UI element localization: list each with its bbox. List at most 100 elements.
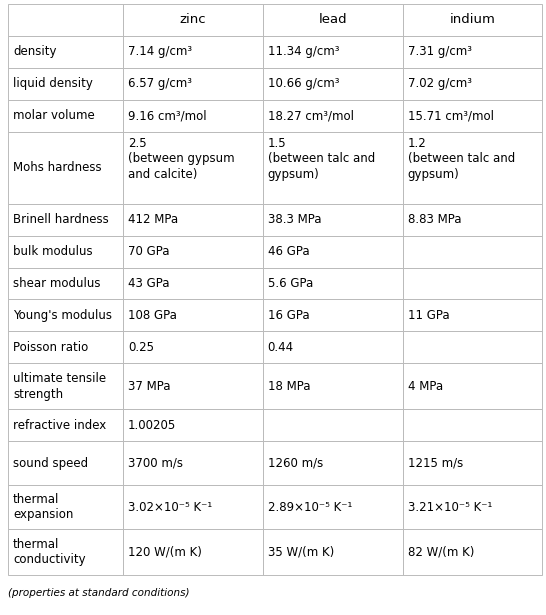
Text: thermal
conductivity: thermal conductivity (13, 538, 86, 566)
Bar (123, 68, 263, 100)
Bar (402, 529, 542, 575)
Text: 82 W/(m K): 82 W/(m K) (408, 546, 474, 558)
Bar (123, 363, 263, 410)
Text: 43 GPa: 43 GPa (128, 277, 169, 290)
Bar (8, 4, 123, 36)
Bar (8, 100, 123, 132)
Bar (123, 300, 263, 331)
Text: Young's modulus: Young's modulus (13, 309, 112, 322)
Text: 37 MPa: 37 MPa (128, 380, 170, 393)
Bar (402, 236, 542, 268)
Text: 3.02×10⁻⁵ K⁻¹: 3.02×10⁻⁵ K⁻¹ (128, 501, 212, 514)
Bar (402, 363, 542, 410)
Text: Poisson ratio: Poisson ratio (13, 341, 88, 354)
Text: 9.16 cm³/mol: 9.16 cm³/mol (128, 109, 206, 122)
Bar (263, 4, 402, 36)
Bar (263, 68, 402, 100)
Text: density: density (13, 46, 56, 58)
Text: 7.31 g/cm³: 7.31 g/cm³ (408, 46, 472, 58)
Text: 1260 m/s: 1260 m/s (268, 457, 323, 470)
Text: zinc: zinc (180, 14, 206, 26)
Bar (8, 36, 123, 68)
Bar (402, 268, 542, 300)
Text: 46 GPa: 46 GPa (268, 245, 310, 258)
Text: 1.00205: 1.00205 (128, 419, 176, 432)
Text: Mohs hardness: Mohs hardness (13, 161, 102, 174)
Bar (402, 36, 542, 68)
Bar (8, 268, 123, 300)
Text: ultimate tensile
strength: ultimate tensile strength (13, 372, 106, 400)
Bar (8, 441, 123, 485)
Text: 2.89×10⁻⁵ K⁻¹: 2.89×10⁻⁵ K⁻¹ (268, 501, 352, 514)
Bar (263, 268, 402, 300)
Bar (263, 485, 402, 529)
Text: 1.2
(between talc and
gypsum): 1.2 (between talc and gypsum) (408, 137, 515, 181)
Bar (123, 36, 263, 68)
Text: 6.57 g/cm³: 6.57 g/cm³ (128, 77, 192, 90)
Text: 3700 m/s: 3700 m/s (128, 457, 183, 470)
Bar (123, 268, 263, 300)
Bar (263, 36, 402, 68)
Bar (123, 441, 263, 485)
Bar (263, 236, 402, 268)
Text: 4 MPa: 4 MPa (408, 380, 443, 393)
Text: 18.27 cm³/mol: 18.27 cm³/mol (268, 109, 354, 122)
Bar (263, 132, 402, 204)
Bar (263, 363, 402, 410)
Text: 0.44: 0.44 (268, 341, 294, 354)
Bar (402, 410, 542, 441)
Bar (263, 331, 402, 363)
Text: 5.6 GPa: 5.6 GPa (268, 277, 313, 290)
Text: 7.14 g/cm³: 7.14 g/cm³ (128, 46, 192, 58)
Text: refractive index: refractive index (13, 419, 106, 432)
Bar (123, 410, 263, 441)
Bar (402, 331, 542, 363)
Bar (402, 132, 542, 204)
Text: 16 GPa: 16 GPa (268, 309, 310, 322)
Text: 412 MPa: 412 MPa (128, 213, 178, 226)
Bar (123, 331, 263, 363)
Bar (402, 68, 542, 100)
Bar (8, 132, 123, 204)
Text: 10.66 g/cm³: 10.66 g/cm³ (268, 77, 339, 90)
Text: sound speed: sound speed (13, 457, 88, 470)
Text: liquid density: liquid density (13, 77, 93, 90)
Bar (123, 529, 263, 575)
Text: 120 W/(m K): 120 W/(m K) (128, 546, 201, 558)
Text: 2.5
(between gypsum
and calcite): 2.5 (between gypsum and calcite) (128, 137, 234, 181)
Bar (402, 100, 542, 132)
Bar (263, 100, 402, 132)
Bar (8, 485, 123, 529)
Bar (402, 204, 542, 236)
Bar (123, 485, 263, 529)
Text: 1215 m/s: 1215 m/s (408, 457, 463, 470)
Bar (8, 529, 123, 575)
Bar (8, 300, 123, 331)
Text: 11 GPa: 11 GPa (408, 309, 449, 322)
Bar (8, 204, 123, 236)
Bar (123, 4, 263, 36)
Text: 70 GPa: 70 GPa (128, 245, 169, 258)
Text: lead: lead (318, 14, 347, 26)
Text: 8.83 MPa: 8.83 MPa (408, 213, 461, 226)
Bar (402, 441, 542, 485)
Text: bulk modulus: bulk modulus (13, 245, 93, 258)
Text: 15.71 cm³/mol: 15.71 cm³/mol (408, 109, 494, 122)
Text: 108 GPa: 108 GPa (128, 309, 177, 322)
Text: molar volume: molar volume (13, 109, 95, 122)
Bar (123, 132, 263, 204)
Text: thermal
expansion: thermal expansion (13, 493, 73, 522)
Bar (123, 236, 263, 268)
Text: 18 MPa: 18 MPa (268, 380, 310, 393)
Text: 38.3 MPa: 38.3 MPa (268, 213, 321, 226)
Bar (402, 4, 542, 36)
Text: shear modulus: shear modulus (13, 277, 100, 290)
Text: (properties at standard conditions): (properties at standard conditions) (8, 588, 189, 598)
Text: 35 W/(m K): 35 W/(m K) (268, 546, 334, 558)
Bar (263, 529, 402, 575)
Bar (123, 204, 263, 236)
Bar (8, 410, 123, 441)
Bar (402, 485, 542, 529)
Text: indium: indium (449, 14, 495, 26)
Text: 1.5
(between talc and
gypsum): 1.5 (between talc and gypsum) (268, 137, 375, 181)
